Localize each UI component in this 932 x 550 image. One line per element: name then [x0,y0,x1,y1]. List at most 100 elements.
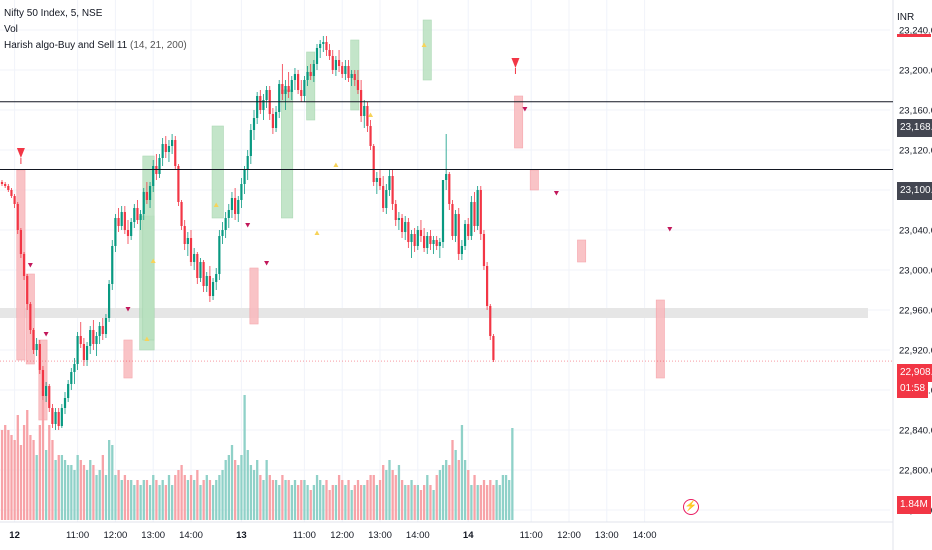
candle [372,144,375,186]
volume-bar [479,485,482,520]
candle-body [79,336,82,344]
candle [177,164,180,206]
time-tick-label: 14:00 [406,530,430,541]
volume-bar [95,475,98,520]
volume-bar [167,475,171,520]
candle-body [341,66,344,74]
candle-body [211,282,215,296]
volume-bar [297,485,300,520]
candle-body [290,80,293,92]
candle-body [104,318,108,334]
candle [230,192,234,218]
candle-body [366,106,369,126]
candle-body [426,236,429,248]
volume-bar [215,480,218,520]
volume-bar [76,455,79,520]
candle [319,40,322,58]
volume-bar [378,480,382,520]
candle-body [41,370,45,396]
volume-bar [85,470,89,520]
candle-body [486,266,489,306]
volume-bar [205,475,208,520]
candle-body [262,100,265,110]
candle [325,36,328,56]
candle-body [300,90,303,96]
legend-symbol[interactable]: Nifty 50 Index, 5, NSE [4,8,103,19]
volume-bar [492,485,495,520]
candle [183,220,186,250]
volume-bar [0,430,4,520]
candle [19,228,22,258]
candle-body [19,230,22,254]
candle [309,64,312,80]
candle [419,220,423,242]
candle [375,172,378,194]
price-tick-label: 22,840.00 [899,426,932,437]
volume-bar [400,480,404,520]
volume-bar [511,428,514,520]
volume-bar [319,480,322,520]
candle [457,208,460,260]
candle [161,138,164,166]
candle-body [457,214,460,254]
candle-body [70,372,73,384]
candle-body [265,90,268,100]
volume-bar [221,470,224,520]
buy-marker [333,162,339,167]
volume-bar [486,485,489,520]
candle [145,182,148,204]
candle-body [120,212,123,226]
candle-body [397,218,400,220]
candle [60,404,63,428]
candle-body [303,80,306,96]
candle-body [111,246,114,284]
volume-bar [457,460,460,520]
volume-bar [227,455,230,520]
currency-label[interactable]: INR [897,12,915,23]
candle-body [193,254,196,262]
candle [76,332,79,370]
candle [120,206,123,230]
candle-body [382,186,385,208]
candle [79,322,82,348]
candle-body [331,56,334,70]
volume-bar [4,425,7,520]
candle [445,134,448,190]
legend-indicator[interactable]: Harish algo-Buy and Sell 11 (14, 21, 200… [4,38,187,54]
legend-volume[interactable]: Vol [4,24,18,35]
candle [290,76,293,100]
candle [171,134,174,154]
candle [95,332,98,356]
candle [243,166,246,194]
candle [246,150,249,180]
candle [123,206,126,234]
volume-bar [193,480,196,520]
candle [186,232,189,256]
candle [174,136,177,170]
candle [114,214,117,252]
volume-bar [287,480,290,520]
candle [463,220,467,250]
volume-bar [363,485,366,520]
volume-bar [271,480,275,520]
volume-bar [10,435,13,520]
candle [82,338,85,366]
candle [249,124,252,164]
candle-body [473,202,476,226]
candle [397,212,400,230]
candle-body [130,222,133,236]
last-price-badge: 22,908.95 [897,364,932,382]
volume-bar [341,480,344,520]
candle-body [337,60,341,66]
candle-body [26,276,29,304]
volume-bar [498,485,501,520]
candle-body [0,182,4,184]
candle-body [435,240,438,246]
candle [268,86,271,120]
candle-body [158,158,161,174]
candle-body [57,412,60,426]
candle [202,260,205,292]
candle [221,222,224,244]
lightning-icon[interactable]: ⚡ [683,499,699,515]
